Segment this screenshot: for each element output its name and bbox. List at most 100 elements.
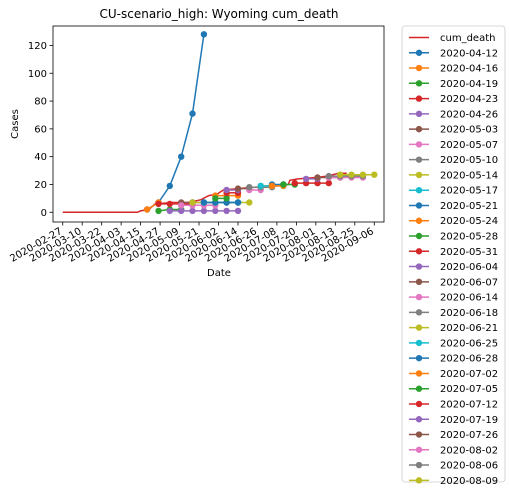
legend-item: 2020-06-18 xyxy=(409,308,498,319)
legend-label: 2020-06-18 xyxy=(440,308,498,319)
legend-item: 2020-07-26 xyxy=(409,430,498,441)
legend-frame xyxy=(401,25,506,483)
legend-marker xyxy=(415,141,423,148)
data-point xyxy=(143,206,151,213)
y-tick-label: 0 xyxy=(41,208,47,219)
legend-item: 2020-07-12 xyxy=(409,399,498,410)
legend-marker xyxy=(415,64,423,72)
legend-label: 2020-04-19 xyxy=(440,79,498,90)
data-point xyxy=(302,175,310,183)
data-point xyxy=(314,174,321,181)
data-point xyxy=(268,182,276,190)
legend-item: 2020-05-03 xyxy=(409,125,498,136)
plot-marks xyxy=(62,31,378,215)
legend-label: 2020-08-02 xyxy=(440,445,498,456)
legend-label: 2020-07-05 xyxy=(440,384,498,395)
x-axis: 2020-02-272020-03-102020-03-222020-04-03… xyxy=(8,222,376,265)
legend-marker xyxy=(415,248,423,255)
y-tick-label: 20 xyxy=(34,180,47,191)
legend-marker xyxy=(415,446,423,453)
legend-marker xyxy=(415,49,423,56)
data-point xyxy=(178,207,185,215)
legend-item: 2020-05-07 xyxy=(409,140,498,151)
data-point xyxy=(166,182,173,190)
data-point xyxy=(325,179,332,187)
legend-label: 2020-05-03 xyxy=(440,125,498,136)
legend-item: 2020-04-23 xyxy=(409,94,498,105)
legend-label: 2020-06-25 xyxy=(440,338,498,349)
y-axis-label: Cases xyxy=(10,109,21,139)
forecast-series xyxy=(291,179,332,187)
legend-label: 2020-07-12 xyxy=(440,399,498,410)
legend-item: 2020-07-05 xyxy=(409,384,498,395)
legend-item: 2020-06-14 xyxy=(409,293,498,304)
data-point xyxy=(200,31,208,38)
y-tick-label: 40 xyxy=(34,152,47,163)
x-axis-label: Date xyxy=(207,268,231,279)
legend-item: 2020-08-02 xyxy=(409,445,498,456)
data-point xyxy=(166,200,173,208)
legend-item: 2020-07-19 xyxy=(409,415,498,426)
legend-label: 2020-05-07 xyxy=(440,140,498,151)
legend-marker xyxy=(415,354,423,362)
legend-marker xyxy=(415,80,423,87)
legend-item: 2020-04-19 xyxy=(409,79,498,90)
data-point xyxy=(280,181,287,188)
legend-marker xyxy=(415,95,423,102)
legend-label: 2020-08-06 xyxy=(440,461,498,472)
data-point xyxy=(234,185,242,192)
legend-marker xyxy=(415,431,423,438)
legend-item: 2020-07-02 xyxy=(409,369,498,380)
chart-title: CU-scenario_high: Wyoming cum_death xyxy=(99,7,338,21)
data-point xyxy=(189,110,196,117)
data-point xyxy=(189,199,196,206)
data-point xyxy=(291,179,298,187)
legend-item: 2020-05-28 xyxy=(409,232,498,243)
legend-label: 2020-06-28 xyxy=(440,354,498,365)
data-point xyxy=(212,195,219,202)
legend-item: 2020-06-21 xyxy=(409,323,498,334)
legend-label: cum_death xyxy=(440,33,495,44)
legend: cum_death 2020-04-12 2020-04-16 2020-04-19 2… xyxy=(401,25,506,487)
legend-label: 2020-04-23 xyxy=(440,94,498,105)
legend-label: 2020-06-21 xyxy=(440,323,498,334)
plot-area xyxy=(52,25,385,223)
data-point xyxy=(200,199,208,206)
legend-label: 2020-07-02 xyxy=(440,369,498,380)
y-tick-label: 60 xyxy=(34,124,47,135)
legend-marker xyxy=(415,416,423,423)
y-tick-label: 100 xyxy=(28,69,47,80)
legend-marker xyxy=(415,110,423,118)
legend-item: 2020-04-16 xyxy=(409,64,498,75)
legend-item: 2020-04-12 xyxy=(409,48,498,59)
y-tick-label: 80 xyxy=(34,97,47,108)
legend-label: 2020-05-24 xyxy=(440,216,498,227)
legend-item: 2020-05-21 xyxy=(409,201,498,212)
legend-label: 2020-04-16 xyxy=(440,64,498,75)
legend-label: 2020-08-09 xyxy=(440,476,498,487)
legend-item: 2020-05-31 xyxy=(409,247,498,258)
legend-item: 2020-05-14 xyxy=(409,170,498,181)
legend-item: 2020-04-26 xyxy=(409,109,498,120)
legend-item: 2020-08-06 xyxy=(409,461,498,472)
legend-label: 2020-04-12 xyxy=(440,48,498,59)
data-point xyxy=(257,182,264,190)
data-point xyxy=(348,171,355,178)
legend-label: 2020-06-07 xyxy=(440,277,498,288)
legend-marker xyxy=(415,232,423,240)
data-point xyxy=(223,186,230,194)
legend-label: 2020-05-10 xyxy=(440,155,498,166)
legend-label: 2020-07-19 xyxy=(440,415,498,426)
legend-label: 2020-05-31 xyxy=(440,247,498,258)
legend-marker xyxy=(415,477,423,484)
forecast-series xyxy=(166,207,242,215)
legend-item: 2020-06-28 xyxy=(409,354,498,365)
legend-marker xyxy=(415,461,423,469)
legend-label: 2020-05-17 xyxy=(440,186,498,197)
legend-item: cum_death xyxy=(409,33,495,44)
legend-item: 2020-05-17 xyxy=(409,186,498,197)
legend-item: 2020-05-10 xyxy=(409,155,498,166)
legend-marker xyxy=(415,309,423,316)
data-point xyxy=(178,202,185,209)
